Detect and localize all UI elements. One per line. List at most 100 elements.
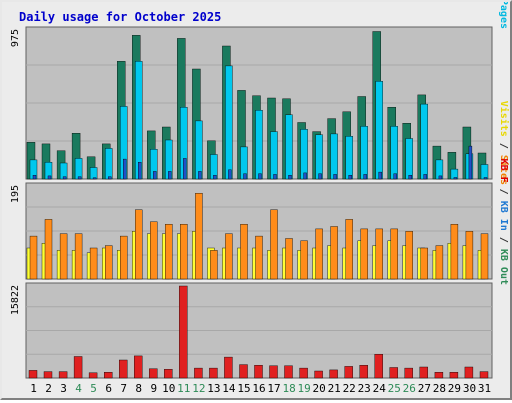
series-pages xyxy=(32,145,488,180)
bar-files-day-8 xyxy=(134,61,143,180)
bar-files-day-31 xyxy=(480,164,489,180)
x-tick-label-day-30: 30 xyxy=(463,382,476,395)
x-tick-label-day-5: 5 xyxy=(90,382,97,395)
bar-kb-f-day-25 xyxy=(389,367,398,379)
bar-sites-day-20 xyxy=(315,228,323,280)
x-tick-label-day-29: 29 xyxy=(448,382,461,395)
bar-files-day-23 xyxy=(360,126,368,180)
bar-sites-day-23 xyxy=(360,228,368,280)
bar-pages-day-24 xyxy=(378,171,382,180)
bar-files-day-20 xyxy=(315,134,323,180)
bar-kb-f-day-7 xyxy=(118,359,128,379)
x-tick-label-day-11: 11 xyxy=(177,382,190,395)
bar-sites-day-1 xyxy=(29,235,38,280)
bar-kb-f-day-12 xyxy=(194,367,203,379)
bar-sites-day-14 xyxy=(225,233,233,280)
bar-files-day-16 xyxy=(255,109,263,180)
x-tick-label-day-13: 13 xyxy=(207,382,220,395)
bar-files-day-27 xyxy=(420,103,428,180)
bar-sites-day-24 xyxy=(375,228,383,280)
chart-title: Daily usage for October 2025 xyxy=(19,10,221,24)
bar-kb-f-day-1 xyxy=(28,370,38,379)
bar-pages-day-16 xyxy=(258,173,262,180)
x-tick-label-day-20: 20 xyxy=(312,382,325,395)
bar-kb-f-day-4 xyxy=(73,356,83,379)
panel-visits: 195 Visits / Sites xyxy=(10,101,510,280)
bar-sites-day-16 xyxy=(255,235,263,280)
bar-pages-day-25 xyxy=(393,173,397,180)
bar-pages-day-15 xyxy=(243,173,247,180)
bar-files-day-19 xyxy=(300,129,308,180)
bar-pages-day-17 xyxy=(273,174,277,180)
x-tick-label-day-10: 10 xyxy=(162,382,175,395)
bar-sites-day-12 xyxy=(195,192,203,280)
x-tick-label-day-31: 31 xyxy=(478,382,491,395)
x-tick-label-day-4: 4 xyxy=(75,382,82,395)
y-tick-label-kbytes: 15822 xyxy=(10,285,21,315)
x-tick-label-day-1: 1 xyxy=(30,382,37,395)
bar-files-day-12 xyxy=(195,120,203,180)
bar-pages-day-5 xyxy=(92,177,97,180)
bar-sites-day-30 xyxy=(465,231,474,280)
bar-pages-day-2 xyxy=(47,175,52,180)
bar-sites-day-10 xyxy=(165,223,173,280)
legend-entry: Pages xyxy=(498,2,509,29)
bar-sites-day-9 xyxy=(150,221,158,280)
bar-sites-day-15 xyxy=(240,223,248,280)
bar-pages-day-1 xyxy=(32,174,37,180)
legend-entry: KB Out xyxy=(498,249,509,285)
legend-entry: Visits xyxy=(498,101,510,137)
bar-sites-day-22 xyxy=(345,219,353,280)
bar-kb-f-day-24 xyxy=(374,354,383,379)
legend-hits: Hits / Files / Pages xyxy=(498,2,510,29)
bar-files-day-5 xyxy=(89,167,98,180)
bar-files-day-24 xyxy=(375,80,383,180)
bar-sites-day-26 xyxy=(405,231,413,280)
bar-sites-day-27 xyxy=(420,247,428,280)
bar-files-day-4 xyxy=(74,158,83,180)
x-tick-label-day-18: 18 xyxy=(282,382,295,395)
bar-kb-f-day-26 xyxy=(404,367,413,379)
bar-sites-day-3 xyxy=(59,233,68,280)
x-tick-label-day-21: 21 xyxy=(328,382,341,395)
x-tick-label-day-12: 12 xyxy=(192,382,205,395)
x-tick-label-day-7: 7 xyxy=(120,382,127,395)
bar-sites-day-2 xyxy=(44,219,53,280)
bar-pages-day-11 xyxy=(183,158,187,180)
bar-files-day-25 xyxy=(390,126,398,180)
bar-kb-f-day-8 xyxy=(133,355,143,379)
bar-kb-f-day-9 xyxy=(149,368,158,379)
bar-sites-day-28 xyxy=(435,245,444,280)
bar-pages-day-21 xyxy=(333,174,337,180)
bar-kb-f-day-21 xyxy=(329,369,338,379)
bar-kb-f-day-16 xyxy=(254,365,263,379)
bar-sites-day-31 xyxy=(480,233,489,280)
bar-files-day-6 xyxy=(104,148,113,180)
bar-sites-day-8 xyxy=(134,209,143,280)
bar-kb-f-day-15 xyxy=(239,364,248,379)
bar-sites-day-19 xyxy=(300,240,308,280)
bar-kb-f-day-31 xyxy=(479,371,489,379)
bar-pages-day-6 xyxy=(107,176,112,180)
bar-kb-f-day-14 xyxy=(224,356,233,379)
x-tick-label-day-24: 24 xyxy=(373,382,387,395)
bar-pages-day-27 xyxy=(423,174,427,180)
bar-pages-day-19 xyxy=(303,172,307,180)
bar-pages-day-9 xyxy=(153,171,157,180)
x-tick-label-day-15: 15 xyxy=(237,382,250,395)
bar-files-day-21 xyxy=(330,133,338,180)
x-tick-label-day-8: 8 xyxy=(135,382,142,395)
x-tick-label-day-25: 25 xyxy=(388,382,401,395)
bar-pages-day-22 xyxy=(348,174,352,180)
x-tick-label-day-27: 27 xyxy=(418,382,431,395)
bar-kb-f-day-20 xyxy=(314,370,323,379)
y-tick-label-visits: 195 xyxy=(10,185,21,203)
panel-hits: 975 Hits / Files / Pages xyxy=(10,0,510,180)
bar-pages-day-4 xyxy=(77,176,82,180)
x-tick-label-day-17: 17 xyxy=(267,382,280,395)
bar-pages-day-14 xyxy=(228,169,232,180)
legend-visits: Visits / Sites xyxy=(498,101,510,185)
bar-kb-f-day-5 xyxy=(88,372,98,379)
bar-kb-f-day-3 xyxy=(58,371,68,379)
